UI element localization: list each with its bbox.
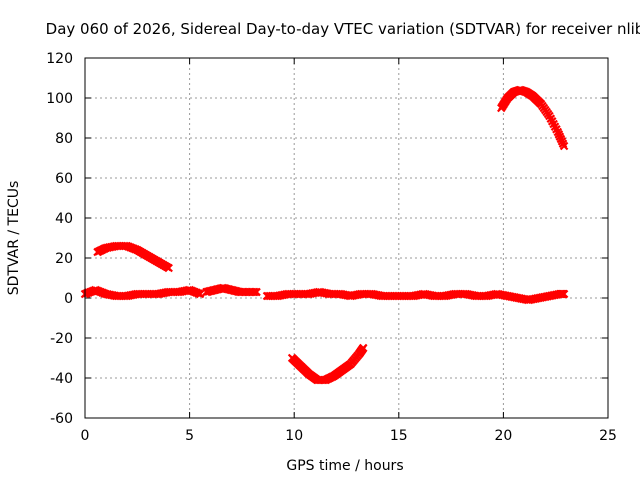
y-tick-label: -40 <box>50 371 73 387</box>
series-baseline-3 <box>262 287 569 305</box>
data-point <box>195 289 205 299</box>
y-tick-label: 80 <box>55 131 73 147</box>
x-tick-label: 20 <box>494 428 512 444</box>
y-tick-label: 40 <box>55 211 73 227</box>
series-arc-1 <box>93 241 173 273</box>
chart-title: Day 060 of 2026, Sidereal Day-to-day VTE… <box>46 20 640 38</box>
y-axis-label: SDTVAR / TECUs <box>6 181 22 296</box>
series-arc-2 <box>287 343 368 385</box>
x-tick-label: 5 <box>185 428 194 444</box>
data-point <box>164 263 173 273</box>
y-tick-label: 0 <box>64 291 73 307</box>
series-baseline-1 <box>80 285 205 301</box>
axis-ticks: -60 -40 -20 0 20 40 60 80 100 120 0 5 10 15 20 25 <box>46 51 617 444</box>
y-tick-label: 20 <box>55 251 73 267</box>
x-axis-label: GPS time / hours <box>286 458 403 474</box>
data-point <box>559 141 569 151</box>
x-tick-label: 25 <box>599 428 617 444</box>
data-points <box>80 85 569 385</box>
x-tick-label: 0 <box>81 428 90 444</box>
series-arc-3 <box>497 85 569 151</box>
x-tick-label: 15 <box>390 428 408 444</box>
data-point <box>559 289 569 299</box>
plot-frame <box>84 57 609 419</box>
y-tick-label: 60 <box>55 171 73 187</box>
x-tick-label: 10 <box>285 428 303 444</box>
series-baseline-2 <box>202 283 261 297</box>
y-tick-label: 100 <box>46 91 73 107</box>
y-tick-label: -20 <box>50 331 73 347</box>
data-point <box>358 343 368 353</box>
y-tick-label: 120 <box>46 51 73 67</box>
y-tick-label: -60 <box>50 411 73 427</box>
data-point <box>252 287 261 297</box>
grid-lines <box>85 58 608 418</box>
